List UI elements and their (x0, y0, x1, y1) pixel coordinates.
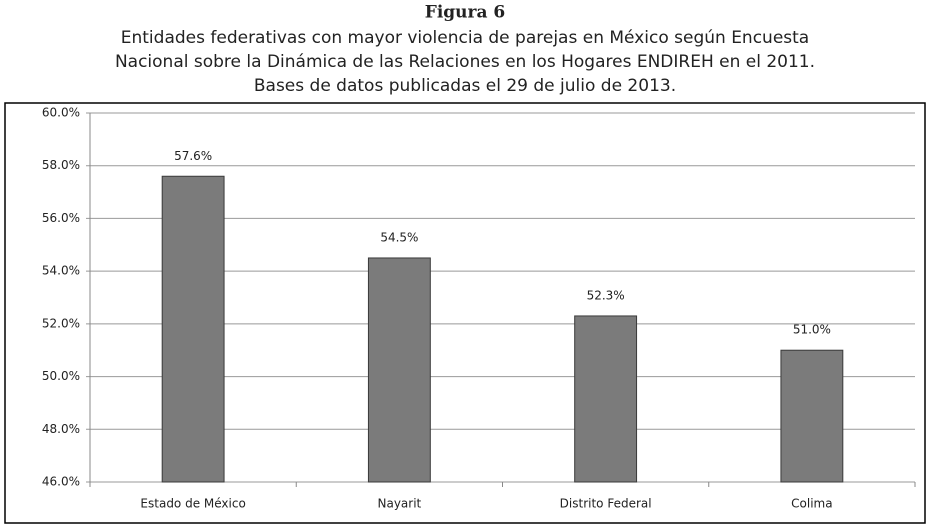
x-tick-label: Distrito Federal (560, 497, 652, 511)
chart-subtitle: Bases de datos publicadas el 29 de julio… (254, 76, 676, 96)
data-label: 54.5% (380, 230, 418, 244)
x-tick-label: Estado de México (140, 497, 245, 511)
y-tick-label: 48.0% (42, 422, 80, 436)
chart-title: Figura 6 (425, 3, 506, 23)
y-tick-label: 60.0% (42, 106, 80, 120)
bar (780, 349, 844, 483)
chart-subtitle: Entidades federativas con mayor violenci… (121, 28, 809, 48)
data-label: 51.0% (793, 323, 831, 337)
y-tick-label: 58.0% (42, 158, 80, 172)
bar (367, 257, 431, 483)
x-tick-label: Nayarit (377, 497, 421, 511)
data-label: 57.6% (174, 149, 212, 163)
x-tick-label: Colima (791, 497, 832, 511)
y-tick-label: 50.0% (42, 369, 80, 383)
y-tick-label: 54.0% (42, 264, 80, 278)
data-label: 52.3% (587, 288, 625, 302)
chart-frame (4, 102, 926, 524)
bar (574, 315, 638, 483)
y-tick-label: 46.0% (42, 475, 80, 489)
bar (161, 175, 225, 483)
chart-subtitle: Nacional sobre la Dinámica de las Relaci… (115, 52, 815, 72)
y-tick-label: 56.0% (42, 211, 80, 225)
y-tick-label: 52.0% (42, 316, 80, 330)
